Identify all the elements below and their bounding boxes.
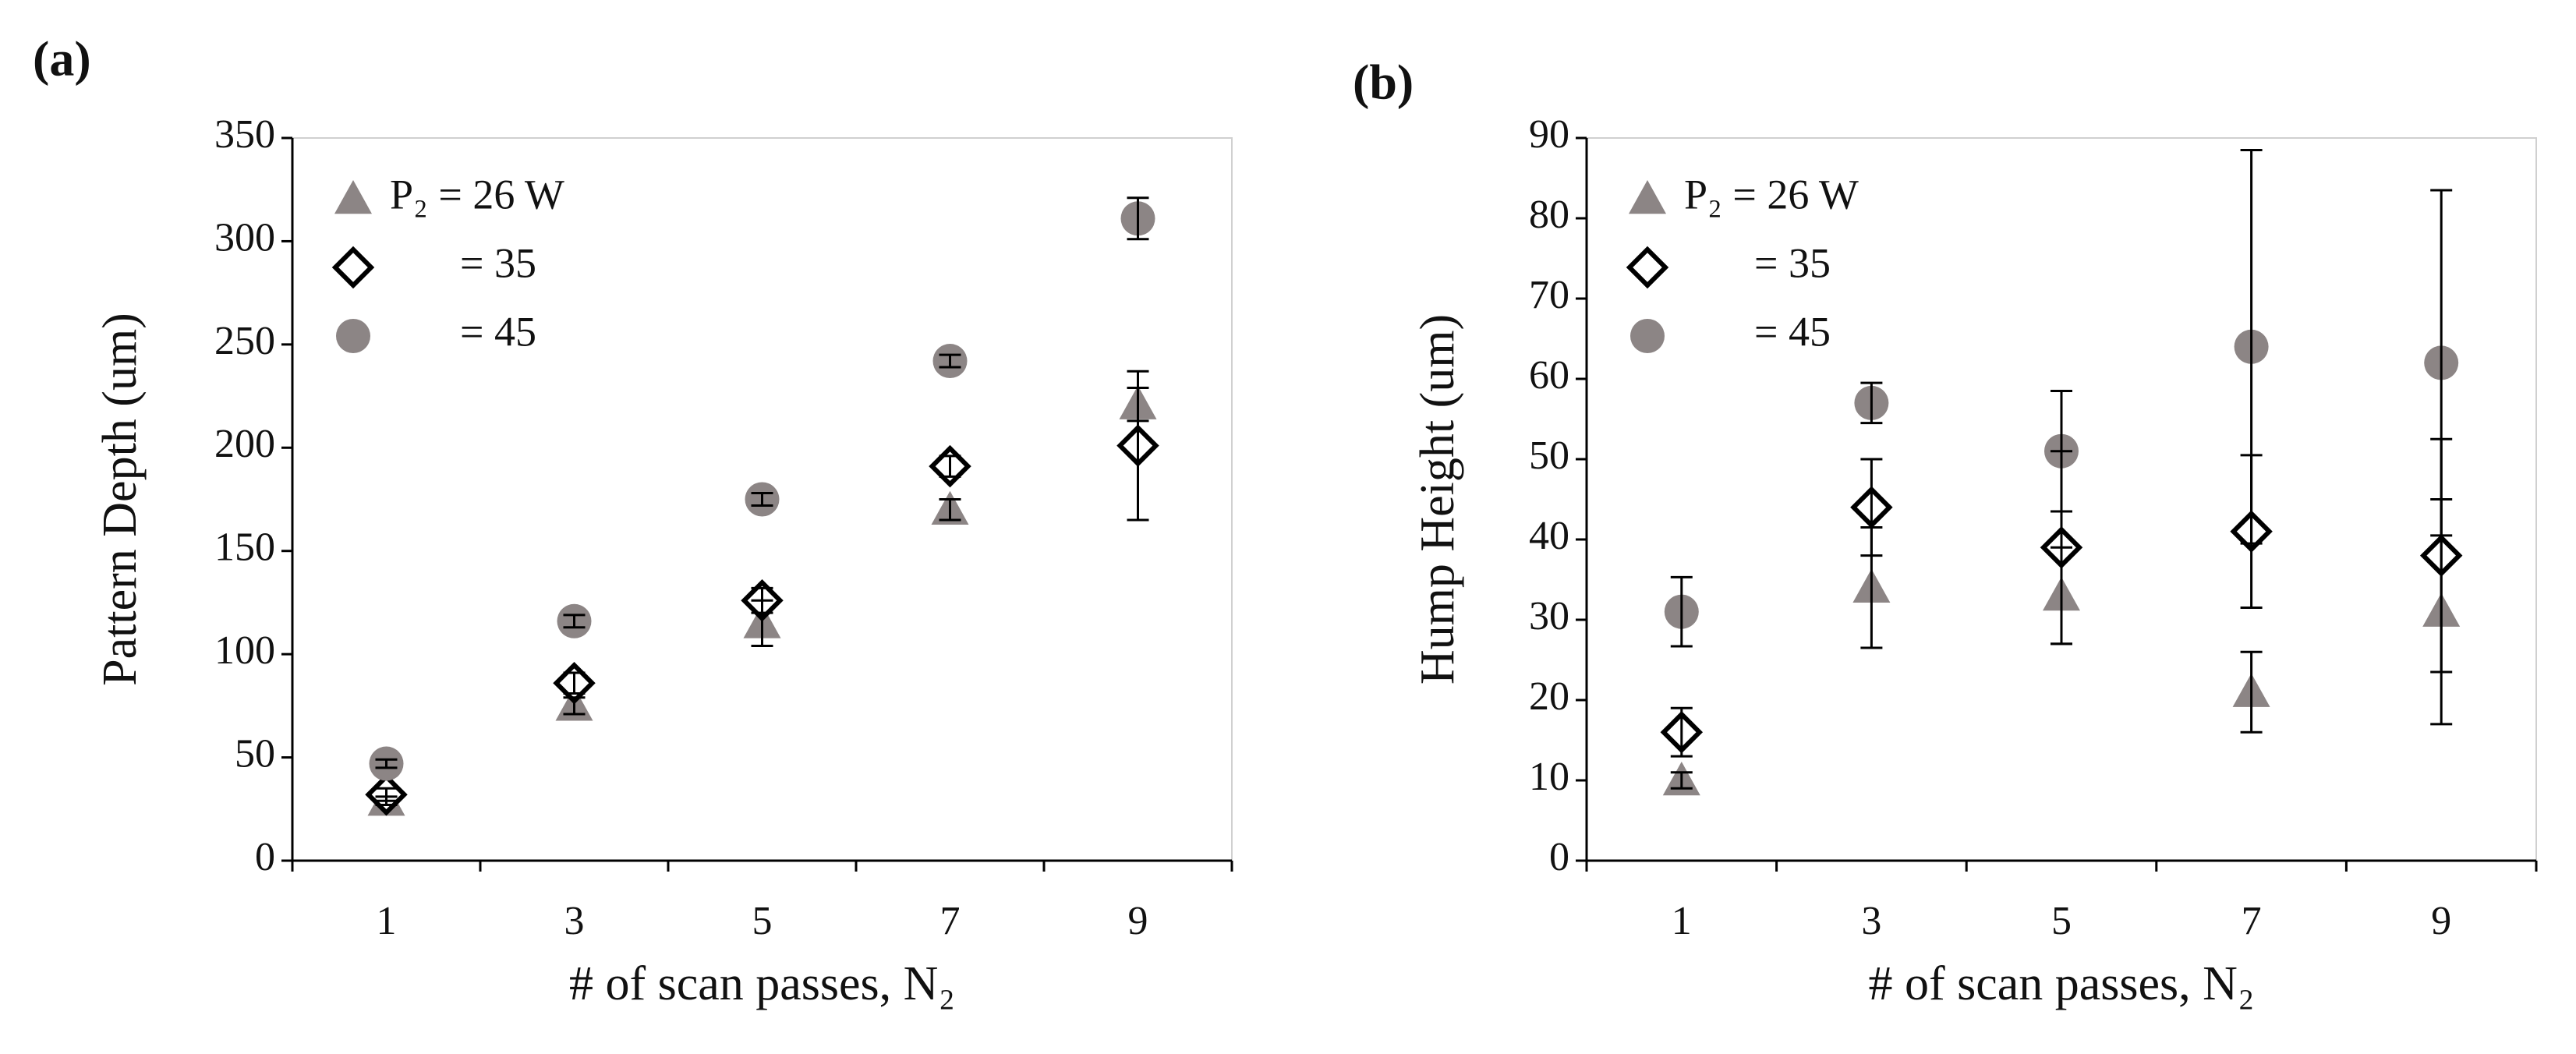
y-tick-label: 300 <box>214 215 275 260</box>
legend-marker <box>1630 319 1665 353</box>
legend-marker <box>1626 246 1669 289</box>
error-bar <box>751 586 773 614</box>
y-tick-label: 50 <box>235 732 275 776</box>
x-tick-label: 7 <box>940 899 961 943</box>
error-bar <box>2051 389 2072 513</box>
error-bar <box>939 498 961 522</box>
y-tick-label: 100 <box>214 628 275 673</box>
error-bar <box>939 353 961 369</box>
error-bar <box>751 492 773 507</box>
error-bar <box>1670 575 1693 648</box>
error-bar <box>1127 370 1149 522</box>
legend-marker <box>331 246 375 289</box>
error-bar <box>939 454 961 478</box>
y-tick-label: 250 <box>214 319 275 363</box>
error-bar <box>1860 381 1883 425</box>
error-bar <box>2240 148 2263 545</box>
error-bar <box>563 671 586 695</box>
y-tick-label: 90 <box>1529 112 1569 157</box>
x-tick-label: 1 <box>1672 899 1692 943</box>
error-bar <box>1127 196 1149 241</box>
legend-label: P₂ = 26 W <box>1684 171 1859 218</box>
y-tick-label: 200 <box>214 422 275 466</box>
error-bar <box>563 614 586 629</box>
y-axis-title: Pattern Depth (um) <box>94 313 147 686</box>
error-bar <box>1670 771 1693 790</box>
y-tick-label: 0 <box>255 835 275 879</box>
legend-marker <box>336 319 370 353</box>
y-tick-label: 20 <box>1529 674 1569 719</box>
y-tick-label: 60 <box>1529 353 1569 398</box>
y-tick-label: 350 <box>214 112 275 157</box>
legend-label: = 45 <box>460 308 536 355</box>
error-bar <box>2430 189 2453 537</box>
error-bar <box>1860 458 1883 557</box>
x-axis-title: # of scan passes, N₂ <box>1868 957 2254 1010</box>
x-tick-label: 5 <box>752 899 773 943</box>
error-bar <box>2240 650 2263 734</box>
legend-label: = 35 <box>460 239 536 286</box>
x-tick-label: 5 <box>2051 899 2072 943</box>
x-tick-label: 3 <box>1861 899 1881 943</box>
y-tick-label: 30 <box>1529 594 1569 638</box>
x-tick-label: 1 <box>377 899 397 943</box>
legend-label: = 45 <box>1754 308 1831 355</box>
error-bar <box>375 758 398 769</box>
y-tick-label: 40 <box>1529 514 1569 558</box>
y-tick-label: 50 <box>1529 433 1569 478</box>
y-axis-title: Hump Height (um) <box>1411 314 1464 684</box>
x-axis-title: # of scan passes, N₂ <box>569 957 955 1010</box>
panel-label: (b) <box>1353 55 1414 110</box>
error-bar <box>1670 706 1693 758</box>
legend-marker <box>334 180 372 214</box>
y-tick-label: 0 <box>1549 835 1569 879</box>
x-tick-label: 7 <box>2242 899 2262 943</box>
y-tick-label: 70 <box>1529 273 1569 317</box>
y-tick-label: 150 <box>214 525 275 570</box>
legend-label: = 35 <box>1754 239 1831 286</box>
legend-label: P₂ = 26 W <box>390 171 564 218</box>
y-tick-label: 10 <box>1529 755 1569 799</box>
legend-marker <box>1629 180 1666 214</box>
panel-label: (a) <box>33 31 91 87</box>
error-bar <box>375 787 398 802</box>
error-bar <box>563 696 586 716</box>
x-tick-label: 3 <box>564 899 585 943</box>
x-tick-label: 9 <box>2431 899 2451 943</box>
x-tick-label: 9 <box>1128 899 1148 943</box>
y-tick-label: 80 <box>1529 193 1569 237</box>
